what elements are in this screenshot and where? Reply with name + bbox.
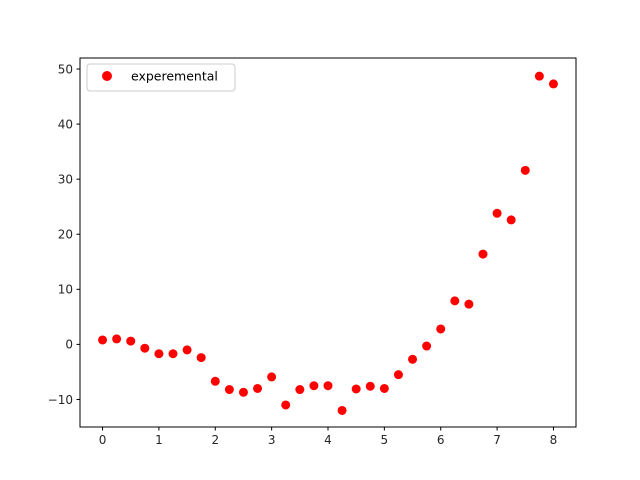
data-point [323, 381, 333, 391]
data-point [126, 336, 136, 346]
legend-label: experemental [131, 69, 218, 84]
data-point [408, 354, 418, 364]
y-tick-label: 20 [58, 228, 73, 242]
data-point [393, 370, 403, 380]
data-point [337, 405, 347, 415]
data-point [98, 335, 108, 345]
x-tick-label: 8 [550, 433, 558, 447]
data-point [267, 372, 277, 382]
data-point [295, 385, 305, 395]
data-point [450, 296, 460, 306]
x-tick-label: 0 [99, 433, 107, 447]
data-point [281, 400, 291, 410]
data-point [365, 381, 375, 391]
data-point [436, 324, 446, 334]
data-point [548, 79, 558, 89]
data-point [464, 299, 474, 309]
data-point [140, 343, 150, 353]
data-point [351, 384, 361, 394]
data-point [224, 385, 234, 395]
data-point [154, 349, 164, 359]
legend-box [86, 63, 236, 92]
data-point [379, 383, 389, 393]
data-point [238, 387, 248, 397]
data-points [98, 71, 558, 415]
data-point [168, 349, 178, 359]
data-point [534, 71, 544, 81]
data-point [309, 381, 319, 391]
y-tick-label: 50 [58, 62, 73, 76]
data-point [182, 345, 192, 355]
y-tick-label: 40 [58, 117, 73, 131]
y-tick-label: −10 [48, 393, 73, 407]
y-axis: −10 0 10 20 30 40 50 [48, 62, 80, 407]
legend-marker [102, 71, 112, 81]
x-axis: 0 1 2 3 4 5 6 7 8 [99, 427, 558, 447]
data-point [520, 165, 530, 175]
data-point [492, 208, 502, 218]
data-point [253, 383, 263, 393]
legend: experemental [86, 63, 236, 92]
data-point [210, 376, 220, 386]
data-point [196, 353, 206, 363]
y-tick-label: 0 [65, 338, 73, 352]
data-point [422, 341, 432, 351]
x-tick-label: 3 [268, 433, 276, 447]
x-tick-label: 6 [437, 433, 445, 447]
x-tick-label: 4 [324, 433, 332, 447]
x-tick-label: 1 [155, 433, 163, 447]
x-tick-label: 2 [211, 433, 219, 447]
data-point [506, 215, 516, 225]
x-tick-label: 5 [381, 433, 389, 447]
data-point [112, 334, 122, 344]
data-point [478, 249, 488, 259]
y-tick-label: 10 [58, 283, 73, 297]
x-tick-label: 7 [493, 433, 501, 447]
y-tick-label: 30 [58, 172, 73, 186]
